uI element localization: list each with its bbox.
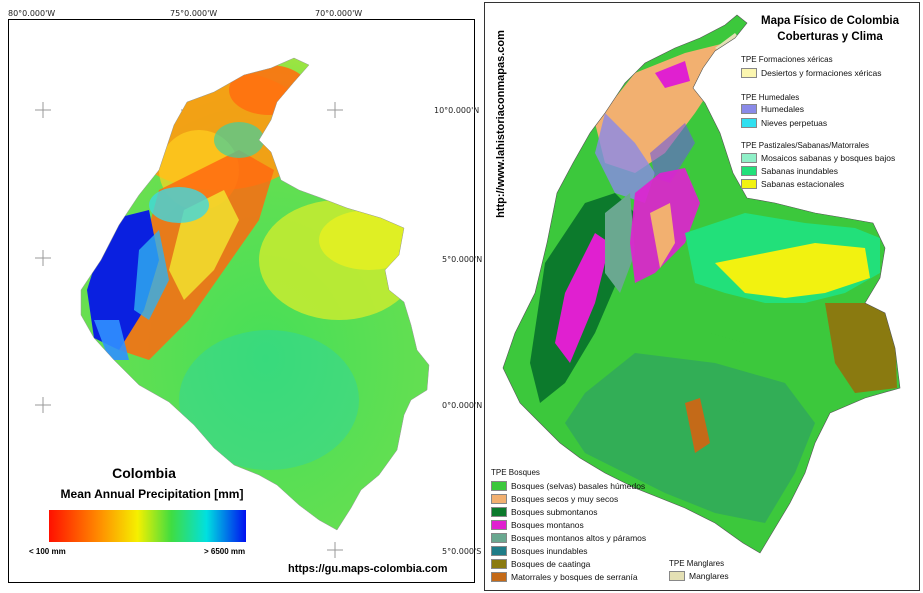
legend-item: Humedales xyxy=(741,103,804,115)
legend-heading-humedales: TPE Humedales xyxy=(741,93,800,102)
legend-item: Bosques (selvas) basales húmedos xyxy=(491,480,645,492)
lat-label-10n: 10°0.000'N xyxy=(434,106,480,115)
legend-swatch xyxy=(491,520,507,530)
vertical-url: http://www.lahistoriaconmapas.com xyxy=(495,30,507,218)
legend-swatch xyxy=(491,481,507,491)
legend-item: Mosaicos sabanas y bosques bajos xyxy=(741,152,895,164)
lon-label-80w: 80°0.000'W xyxy=(8,9,56,18)
colombia-outline xyxy=(80,57,430,531)
lat-label-5s: 5°0.000'S xyxy=(442,547,482,556)
map-title: Colombia xyxy=(112,465,176,481)
vertical-url-container: http://www.lahistoriaconmapas.com xyxy=(491,13,511,243)
lon-label-70w: 70°0.000'W xyxy=(315,9,363,18)
legend-manglares: TPE Manglares Manglares xyxy=(663,559,773,587)
legend-swatch xyxy=(491,494,507,504)
legend-label: Bosques de caatinga xyxy=(511,559,591,569)
legend-label: Sabanas estacionales xyxy=(761,179,845,189)
legend-item: Bosques submontanos xyxy=(491,506,597,518)
legend-label: Mosaicos sabanas y bosques bajos xyxy=(761,153,896,163)
legend-label: Bosques inundables xyxy=(511,546,588,556)
legend-heading-pastizales: TPE Pastizales/Sabanas/Matorrales xyxy=(741,141,870,150)
scale-min-label: < 100 mm xyxy=(29,547,66,556)
legend-label: Bosques montanos altos y páramos xyxy=(511,533,647,543)
right-title-line2: Coberturas y Clima xyxy=(777,31,883,43)
legend-swatch xyxy=(741,153,757,163)
legend-swatch xyxy=(741,68,757,78)
legend-swatch xyxy=(741,179,757,189)
legend-label: Bosques (selvas) basales húmedos xyxy=(511,481,646,491)
legend-item: Bosques montanos altos y páramos xyxy=(491,532,646,544)
right-title-line1: Mapa Físico de Colombia xyxy=(760,15,900,27)
legend-item: Manglares xyxy=(669,570,729,582)
legend-label: Sabanas inundables xyxy=(761,166,839,176)
legend-heading-bosques: TPE Bosques xyxy=(491,468,540,477)
legend-item: Matorrales y bosques de serranía xyxy=(491,571,638,583)
source-url: https://gu.maps-colombia.com xyxy=(288,563,448,575)
precipitation-map-frame: Colombia Mean Annual Precipitation [mm] … xyxy=(8,19,482,583)
legend-label: Humedales xyxy=(761,104,804,114)
legend-label: Bosques secos y muy secos xyxy=(511,494,619,504)
legend-label: Matorrales y bosques de serranía xyxy=(511,572,638,582)
legend-item: Bosques inundables xyxy=(491,545,588,557)
scale-max-label: > 6500 mm xyxy=(204,547,246,556)
legend-label: Bosques submontanos xyxy=(511,507,598,517)
legend-bosques: TPE Bosques Bosques (selvas) basales húm… xyxy=(485,468,685,590)
lon-label-75w: 75°0.000'W xyxy=(170,9,218,18)
physical-map-panel: http://www.lahistoriaconmapas.com Mapa F… xyxy=(484,2,920,591)
legend-upper: TPE Formaciones xéricas Desiertos y form… xyxy=(735,55,915,195)
legend-swatch xyxy=(491,546,507,556)
lat-label-0n: 0°0.000'N xyxy=(442,401,483,410)
legend-heading-manglares: TPE Manglares xyxy=(669,559,725,568)
legend-swatch xyxy=(741,118,757,128)
legend-label: Bosques montanos xyxy=(511,520,584,530)
legend-label: Manglares xyxy=(689,571,729,581)
physical-cover-map xyxy=(502,14,901,554)
legend-swatch xyxy=(741,104,757,114)
legend-swatch xyxy=(741,166,757,176)
legend-swatch xyxy=(491,572,507,582)
legend-label: Nieves perpetuas xyxy=(761,118,828,128)
legend-item: Sabanas inundables xyxy=(741,165,838,177)
legend-item: Sabanas estacionales xyxy=(741,178,844,190)
legend-item: Bosques de caatinga xyxy=(491,558,590,570)
legend-heading-xericas: TPE Formaciones xéricas xyxy=(741,55,833,64)
legend-swatch xyxy=(491,559,507,569)
legend-item: Desiertos y formaciones xéricas xyxy=(741,67,881,79)
precipitation-map xyxy=(35,57,430,558)
precipitation-map-panel: 80°0.000'W 75°0.000'W 70°0.000'W xyxy=(8,9,483,583)
legend-label: Desiertos y formaciones xéricas xyxy=(761,68,882,78)
legend-swatch xyxy=(669,571,685,581)
legend-item: Bosques montanos xyxy=(491,519,584,531)
legend-item: Bosques secos y muy secos xyxy=(491,493,618,505)
colombia-outline-right xyxy=(502,14,901,554)
legend-swatch xyxy=(491,507,507,517)
right-title-block: Mapa Físico de Colombia Coberturas y Cli… xyxy=(740,13,920,45)
map-subtitle: Mean Annual Precipitation [mm] xyxy=(60,487,244,501)
precipitation-color-scale xyxy=(49,510,246,542)
lat-label-5n: 5°0.000'N xyxy=(442,255,483,264)
legend-item: Nieves perpetuas xyxy=(741,117,827,129)
legend-swatch xyxy=(491,533,507,543)
